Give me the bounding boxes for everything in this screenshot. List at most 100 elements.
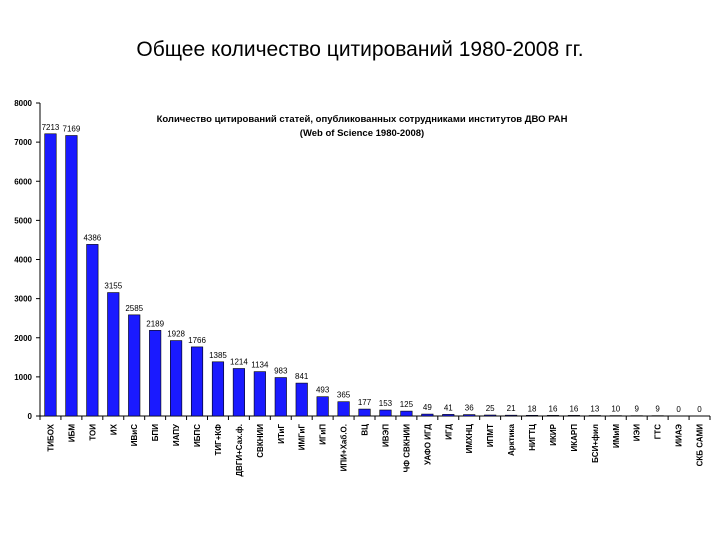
x-axis <box>39 415 711 420</box>
bar <box>588 415 601 417</box>
bar-value-label: 0 <box>697 405 702 414</box>
category-label: ИМГиГ <box>298 424 307 451</box>
bar <box>400 410 413 417</box>
bar <box>211 361 225 417</box>
bar <box>128 314 141 417</box>
category-label: НИГТЦ <box>528 424 537 451</box>
category-labels: ТИБОХ ИБМ ТОИ ИХ ИВиС БПИ ИАПУ ИБПС ТИГ+КФ ДВГИ+С… <box>46 423 704 477</box>
bar <box>44 133 57 417</box>
category-label: ИЭИ <box>633 424 642 441</box>
category-label: ГТС <box>654 424 663 439</box>
bar-value-label: 36 <box>465 404 474 413</box>
category-label: БПИ <box>151 424 160 442</box>
bar <box>316 396 329 417</box>
category-label: ИКИР <box>549 423 558 445</box>
bar-value-label: 3155 <box>104 282 122 291</box>
bar-value-label: 365 <box>337 391 351 400</box>
category-label: ИПМТ <box>486 424 495 447</box>
bar-value-label: 0 <box>676 405 681 414</box>
chart-title: Количество цитирований статей, опубликов… <box>157 114 568 139</box>
category-label: ВЦ <box>361 424 370 436</box>
bar-value-label: 125 <box>400 400 414 409</box>
bar-value-label: 9 <box>634 405 639 414</box>
bar <box>149 330 162 417</box>
bar-value-label: 1385 <box>209 351 227 360</box>
bar-value-label: 18 <box>528 404 537 413</box>
category-label: ИАПУ <box>172 423 181 446</box>
slide-title: Общее количество цитирований 1980-2008 г… <box>136 38 584 61</box>
bar <box>295 382 308 417</box>
bar <box>170 340 183 417</box>
y-tick-label: 0 <box>28 412 33 421</box>
bar <box>484 414 497 417</box>
bar <box>567 415 580 417</box>
bar <box>505 414 518 417</box>
value-labels: 7213 7169 4386 3155 258521891928176613851214… <box>42 123 703 414</box>
category-label: ИБМ <box>67 424 76 443</box>
bar <box>421 413 434 417</box>
bar-value-label: 9 <box>655 405 660 414</box>
bar <box>253 371 266 417</box>
bar-value-label: 16 <box>569 404 578 413</box>
category-label: ТИБОХ <box>46 423 55 451</box>
y-tick-label: 5000 <box>14 216 32 225</box>
category-label: УАФО ИГД <box>423 424 432 465</box>
bar <box>463 414 476 417</box>
bar-value-label: 1134 <box>251 361 269 370</box>
category-label: ИГиП <box>319 424 328 445</box>
bar-value-label: 2585 <box>125 304 143 313</box>
category-label: ДВГИ+Сах.ф. <box>235 424 244 477</box>
y-tick-label: 7000 <box>14 138 32 147</box>
bar-value-label: 983 <box>274 367 288 376</box>
bar-value-label: 49 <box>423 403 432 412</box>
bar <box>525 414 539 417</box>
bar-value-label: 1766 <box>188 336 206 345</box>
bar-value-label: 1214 <box>230 358 248 367</box>
bar-value-label: 4386 <box>83 233 101 242</box>
category-label: ИИАЭ <box>675 424 684 447</box>
bar-value-label: 1928 <box>167 330 185 339</box>
category-label: ИТиГ <box>277 424 286 444</box>
category-label: ИВЭП <box>381 424 390 447</box>
category-label: ТОИ <box>88 424 97 441</box>
bar <box>442 414 455 417</box>
bar <box>337 401 350 417</box>
bar-value-label: 10 <box>611 405 620 414</box>
bar <box>274 377 287 417</box>
y-tick-label: 4000 <box>14 256 32 265</box>
y-tick-label: 2000 <box>14 334 32 343</box>
chart-title-line: (Web of Science 1980-2008) <box>300 128 424 139</box>
category-label: ТИГ+КФ <box>214 424 223 456</box>
y-tick-label: 3000 <box>14 295 32 304</box>
category-label: ЧФ СВКНИИ <box>402 424 411 473</box>
bar <box>546 415 560 417</box>
bar-value-label: 841 <box>295 372 309 381</box>
bar-value-label: 7213 <box>42 123 60 132</box>
bar-value-label: 25 <box>486 404 495 413</box>
category-label: СВКНИИ <box>256 424 265 458</box>
bar-value-label: 177 <box>358 398 372 407</box>
category-label: ИВиС <box>130 424 139 446</box>
category-label: СКБ САМИ <box>696 424 705 467</box>
bar <box>107 292 120 417</box>
category-label: Арктика <box>507 423 516 456</box>
bar <box>358 408 371 417</box>
bar-value-label: 2189 <box>146 319 164 328</box>
y-tick-label: 1000 <box>14 373 32 382</box>
category-label: ИМиМ <box>612 424 621 448</box>
chart-title-line: Количество цитирований статей, опубликов… <box>157 114 568 125</box>
y-axis: 0 1000 2000 3000 4000 5000 6000 7000 8000 <box>14 99 41 421</box>
bar <box>86 244 99 417</box>
y-tick-label: 6000 <box>14 177 32 186</box>
bars <box>44 133 664 417</box>
bar-value-label: 7169 <box>63 125 81 134</box>
bar-value-label: 41 <box>444 403 453 412</box>
bar <box>190 346 204 417</box>
category-label: ИХ <box>109 423 118 435</box>
bar <box>65 135 78 417</box>
bar-value-label: 493 <box>316 386 330 395</box>
category-label: ИКАРП <box>570 424 579 452</box>
y-tick-label: 8000 <box>14 99 32 108</box>
bar-value-label: 153 <box>379 399 393 408</box>
